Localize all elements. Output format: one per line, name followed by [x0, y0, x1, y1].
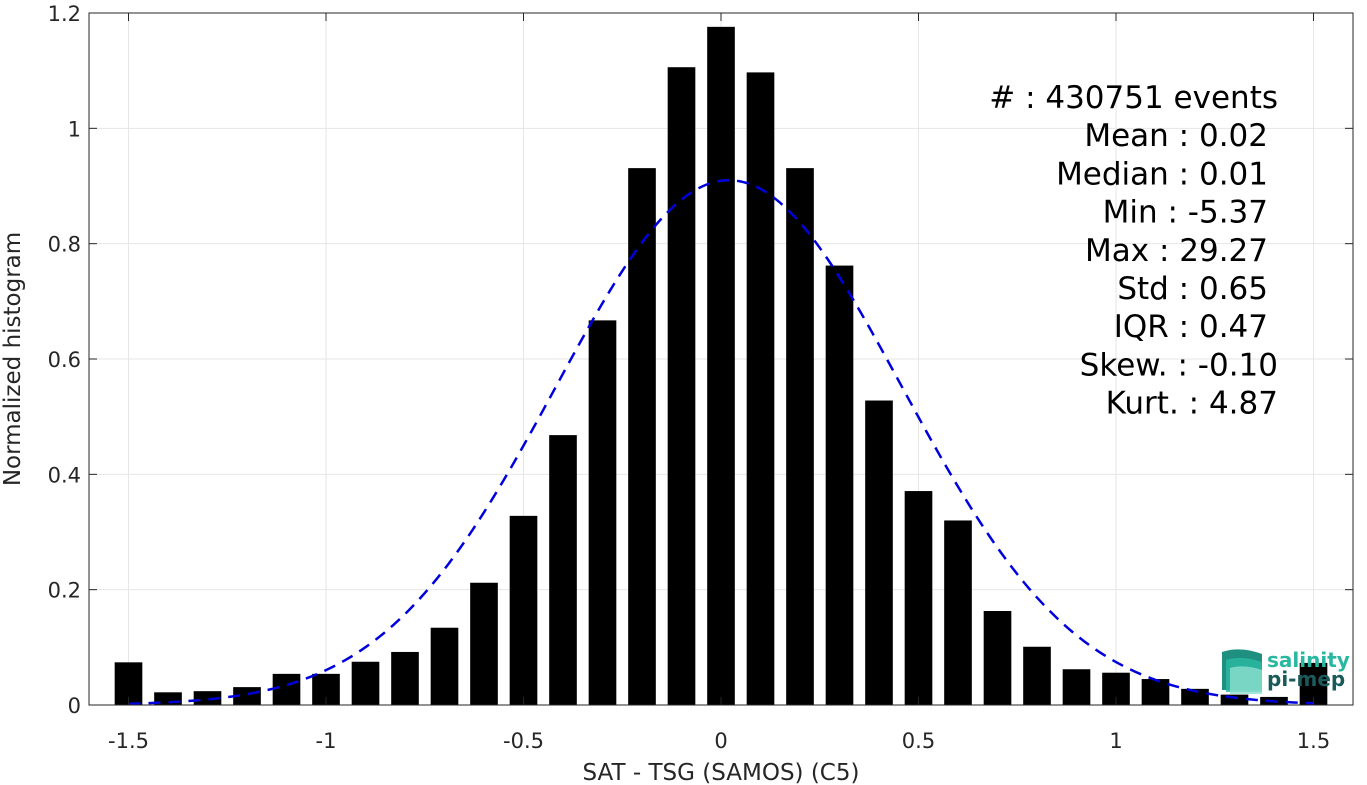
x-tick-label: 0.5 — [902, 729, 935, 753]
stat-line: IQR : 0.47 — [1114, 309, 1268, 345]
histogram-bar — [667, 67, 696, 705]
x-tick-label: 1.5 — [1297, 729, 1330, 753]
x-tick-label: -1.5 — [108, 729, 149, 753]
y-tick-label: 0 — [68, 694, 81, 718]
x-tick-label: 1 — [1109, 729, 1122, 753]
stat-line: Mean : 0.02 — [1084, 118, 1268, 154]
x-axis-label: SAT - TSG (SAMOS) (C5) — [583, 760, 860, 785]
histogram-bar — [1220, 694, 1249, 705]
logo-text-pi-mep: pi-mep — [1267, 667, 1345, 691]
histogram-bar — [272, 673, 301, 705]
y-tick-label: 1.2 — [48, 2, 81, 26]
histogram-bar — [509, 515, 538, 705]
histogram-bar — [1141, 679, 1170, 705]
histogram-bar — [470, 582, 498, 705]
histogram-bar — [193, 691, 222, 705]
stat-line: Min : -5.37 — [1103, 195, 1268, 231]
stat-line: Median : 0.01 — [1056, 156, 1268, 192]
histogram-bar — [588, 320, 617, 705]
y-tick-label: 0.8 — [48, 233, 81, 257]
histogram-bar — [628, 168, 656, 705]
y-tick-label: 0.6 — [48, 348, 81, 372]
y-axis-label: Normalized histogram — [0, 232, 26, 486]
histogram-bar — [391, 651, 419, 705]
histogram-bar — [1181, 688, 1209, 705]
histogram-bar — [865, 400, 893, 705]
histogram-bar — [746, 72, 775, 705]
histogram-bar — [786, 168, 814, 705]
histogram-bar — [825, 265, 854, 705]
x-tick-label: -1 — [316, 729, 337, 753]
histogram-bar — [1023, 646, 1051, 705]
y-tick-label: 1 — [68, 117, 81, 141]
histogram-bar — [549, 435, 577, 705]
stat-line: # : 430751 events — [989, 80, 1278, 116]
logo-text-salinity: salinity — [1267, 648, 1350, 672]
histogram-bar — [707, 26, 735, 705]
stat-line: Kurt. : 4.87 — [1106, 386, 1278, 422]
histogram-bar — [1062, 669, 1091, 705]
histogram-bar — [904, 491, 933, 705]
histogram-bar — [983, 611, 1012, 705]
y-axis-ticks: 0 0.2 0.4 0.6 0.8 1 1.2 — [48, 2, 1353, 718]
x-axis-ticks: -1.5 -1 -0.5 0 0.5 1 1.5 — [108, 13, 1330, 753]
gaussian-fit-curve — [128, 178, 1314, 705]
x-tick-label: 0 — [714, 729, 727, 753]
stat-line: Skew. : -0.10 — [1080, 347, 1278, 383]
logo-icon — [1222, 649, 1262, 694]
y-tick-label: 0.2 — [48, 579, 81, 603]
x-tick-label: -0.5 — [503, 729, 544, 753]
stat-line: Max : 29.27 — [1085, 233, 1268, 269]
stat-line: Std : 0.65 — [1117, 271, 1268, 307]
histogram-bar — [944, 520, 972, 705]
salinity-pi-mep-logo: salinity pi-mep — [1222, 648, 1350, 694]
histogram-bar — [351, 661, 380, 705]
histogram-bar — [233, 687, 261, 705]
histogram-bars — [114, 26, 1328, 705]
histogram-bar — [430, 627, 459, 705]
y-tick-label: 0.4 — [48, 463, 81, 487]
